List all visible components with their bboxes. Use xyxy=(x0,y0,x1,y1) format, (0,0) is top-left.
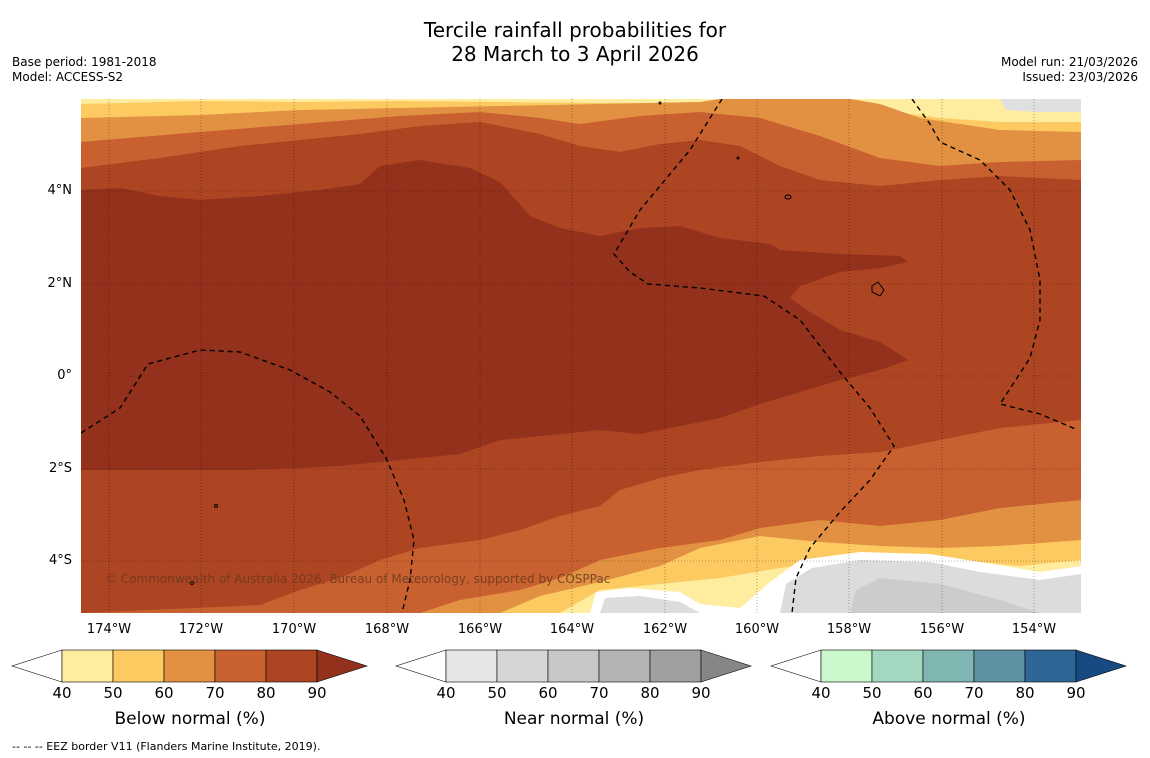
meta-left: Base period: 1981-2018 Model: ACCESS-S2 xyxy=(12,55,157,85)
title-line-2: 28 March to 3 April 2026 xyxy=(451,42,699,66)
colorbar-segment xyxy=(598,649,651,683)
colorbar-label-below: Below normal (%) xyxy=(114,709,266,729)
colorbar-segment xyxy=(922,649,975,683)
colorbar-tick-label: 90 xyxy=(1066,684,1086,702)
colorbar-tick-label: 90 xyxy=(307,684,327,702)
colorbar-segment xyxy=(820,649,873,683)
colorbar-tick-label: 60 xyxy=(154,684,174,702)
meta-right: Model run: 21/03/2026 Issued: 23/03/2026 xyxy=(1001,55,1138,85)
copyright-notice: © Commonwealth of Australia 2026, Bureau… xyxy=(105,572,611,586)
colorbar-tick-label: 80 xyxy=(640,684,660,702)
colorbar-segment xyxy=(649,649,702,683)
band-near-60 xyxy=(850,578,1040,613)
map-title: Tercile rainfall probabilities for 28 Ma… xyxy=(0,18,1150,66)
base-period: Base period: 1981-2018 xyxy=(12,55,157,69)
model-name: Model: ACCESS-S2 xyxy=(12,70,124,84)
colorbar-extend-low xyxy=(395,649,447,683)
lon-label: 166°W xyxy=(457,622,503,637)
colorbar-above-normal xyxy=(770,649,1127,683)
title-line-1: Tercile rainfall probabilities for xyxy=(423,18,727,42)
colorbar-label-near: Near normal (%) xyxy=(503,709,645,729)
colorbar-extend-high xyxy=(700,649,752,683)
lat-label-4s: 4°S xyxy=(48,553,72,568)
model-run: Model run: 21/03/2026 xyxy=(1000,55,1138,69)
lat-label-0: 0° xyxy=(57,368,72,383)
colorbar-label-above: Above normal (%) xyxy=(872,709,1026,729)
colorbar-tick-label: 70 xyxy=(205,684,225,702)
colorbar-tick-label: 70 xyxy=(589,684,609,702)
colorbar-tick-label: 50 xyxy=(862,684,882,702)
colorbar-near-normal xyxy=(395,649,752,683)
lat-label-2n: 2°N xyxy=(47,276,73,291)
colorbar-extend-low xyxy=(770,649,822,683)
islands xyxy=(190,101,885,585)
lon-label: 160°W xyxy=(734,622,780,637)
colorbar-tick-label: 80 xyxy=(1015,684,1035,702)
colorbar-tick-label: 40 xyxy=(52,684,72,702)
colorbar-segment xyxy=(445,649,498,683)
lon-label: 154°W xyxy=(1011,622,1057,637)
lat-label-4n: 4°N xyxy=(47,183,73,198)
colorbar-segment xyxy=(265,649,318,683)
colorbar-tick-label: 90 xyxy=(691,684,711,702)
colorbar-tick-label: 80 xyxy=(256,684,276,702)
issued-date: Issued: 23/03/2026 xyxy=(1022,70,1138,84)
colorbar-extend-high xyxy=(1075,649,1127,683)
colorbar-segment xyxy=(163,649,216,683)
colorbar-segment xyxy=(61,649,114,683)
colorbar-tick-label: 60 xyxy=(913,684,933,702)
colorbar-segment xyxy=(112,649,165,683)
colorbar-below-normal xyxy=(11,649,368,683)
lon-label: 164°W xyxy=(549,622,595,637)
band-below-90 xyxy=(81,160,908,470)
colorbar-segment xyxy=(496,649,549,683)
lat-label-2s: 2°S xyxy=(48,461,72,476)
colorbar-segment xyxy=(973,649,1026,683)
band-near-top xyxy=(1000,99,1081,112)
lon-label: 170°W xyxy=(271,622,317,637)
colorbar-tick-label: 50 xyxy=(487,684,507,702)
colorbar-tick-label: 60 xyxy=(538,684,558,702)
colorbar-segment xyxy=(1024,649,1077,683)
map-plot-area xyxy=(81,99,1081,613)
eez-footnote: -- -- -- EEZ border V11 (Flanders Marine… xyxy=(12,740,321,753)
colorbar-segment xyxy=(547,649,600,683)
colorbar-segment xyxy=(214,649,267,683)
colorbar-extend-high xyxy=(316,649,368,683)
colorbar-extend-low xyxy=(11,649,63,683)
colorbar-segment xyxy=(871,649,924,683)
lon-label: 172°W xyxy=(178,622,224,637)
lon-label: 162°W xyxy=(642,622,688,637)
lon-label: 174°W xyxy=(86,622,132,637)
colorbar-tick-label: 70 xyxy=(964,684,984,702)
rainfall-map xyxy=(81,99,1081,613)
colorbar-tick-label: 40 xyxy=(436,684,456,702)
lon-label: 158°W xyxy=(826,622,872,637)
lon-label: 156°W xyxy=(919,622,965,637)
eez-borders xyxy=(81,99,1079,613)
colorbar-tick-label: 50 xyxy=(103,684,123,702)
colorbar-tick-label: 40 xyxy=(811,684,831,702)
lon-label: 168°W xyxy=(364,622,410,637)
